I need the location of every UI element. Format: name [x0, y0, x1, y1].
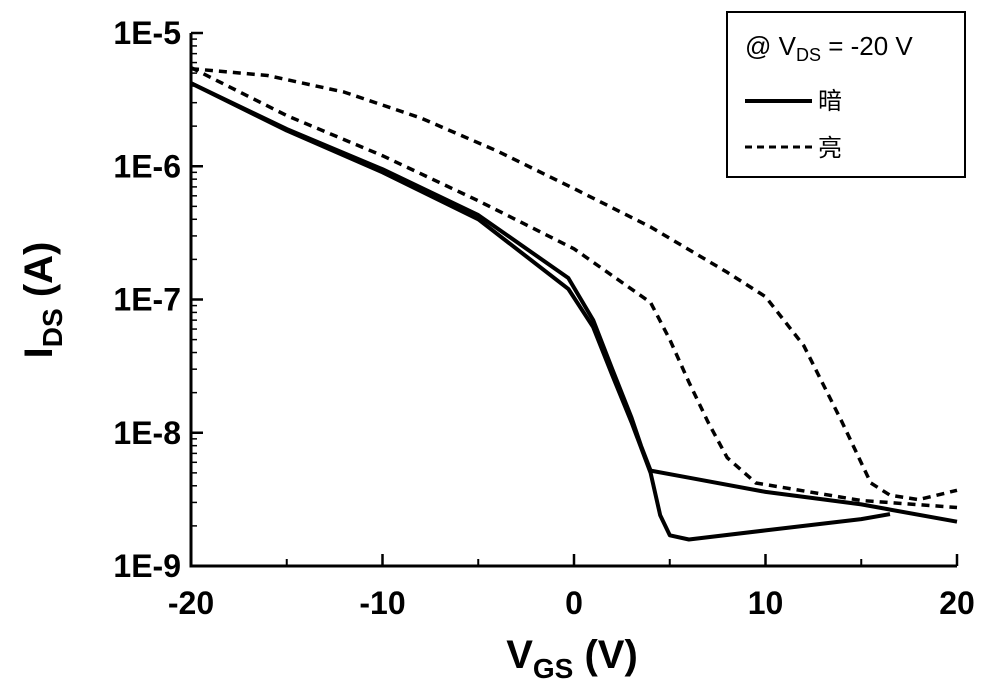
legend-label-dark: 暗	[818, 87, 842, 115]
y-tick-label: 1E-5	[113, 15, 181, 51]
x-axis-title-main: V	[506, 633, 533, 677]
x-tick-label: 0	[565, 585, 583, 621]
legend-header-prefix: @ V	[745, 31, 797, 61]
legend-header: @ VDS = -20 V	[745, 31, 913, 65]
x-axis-title-sub: GS	[533, 653, 573, 682]
series-line-light-2	[190, 66, 958, 510]
y-axis-title-unit: (A)	[17, 242, 61, 309]
series-line-dark-0	[190, 81, 958, 524]
x-axis-title: VGS (V)	[506, 633, 638, 682]
legend-header-sub: DS	[796, 45, 821, 65]
legend: @ VDS = -20 V 暗 亮	[726, 11, 966, 178]
y-axis-title-sub: DS	[37, 308, 68, 347]
legend-label-light: 亮	[818, 134, 842, 162]
y-axis-title-main: I	[17, 347, 61, 358]
x-tick-label: 10	[748, 585, 784, 621]
y-tick-label: 1E-7	[113, 282, 181, 318]
x-tick-label: 20	[939, 585, 975, 621]
legend-box	[726, 11, 966, 178]
y-tick-label: 1E-8	[113, 415, 181, 451]
series-line-light-3	[190, 66, 958, 502]
x-tick-label: -10	[359, 585, 405, 621]
y-tick-label: 1E-9	[113, 548, 181, 584]
series-line-dark-1	[190, 81, 891, 542]
y-tick-label: 1E-6	[113, 148, 181, 184]
legend-header-suffix: = -20 V	[821, 31, 913, 61]
x-axis-title-unit: (V)	[573, 633, 637, 677]
y-axis-title: IDS (A)	[17, 242, 68, 359]
x-tick-label: -20	[168, 585, 214, 621]
